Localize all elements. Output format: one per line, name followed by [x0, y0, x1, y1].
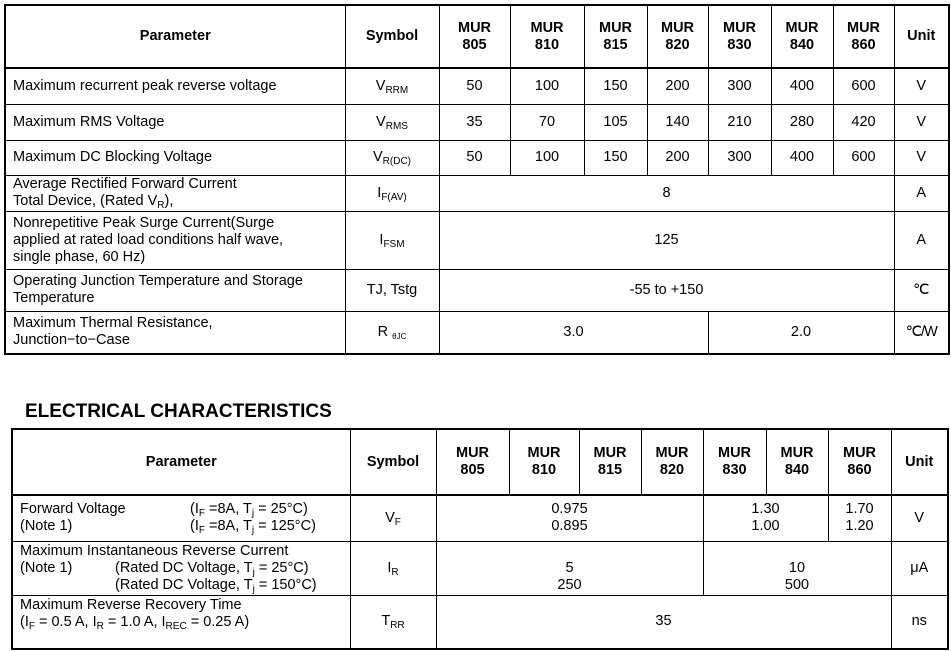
header-model: MUR 840: [765, 428, 829, 496]
unit-cell: A: [893, 174, 950, 212]
row-surge-current: Nonrepetitive Peak Surge Current(Surge ap…: [4, 210, 950, 270]
rating-row: Maximum DC Blocking Voltage VR(DC) 50 100 1…: [4, 139, 950, 176]
value-cell: 300: [707, 67, 772, 105]
header-symbol: Symbol: [349, 428, 437, 496]
value-cell: 200: [646, 67, 709, 105]
parameter-cell: Maximum Thermal Resistance, Junction−to−C…: [4, 310, 346, 355]
header-model: MUR 805: [438, 4, 511, 69]
unit-cell: A: [893, 210, 950, 270]
symbol-cell: TRR: [349, 594, 437, 650]
value-cell: 400: [770, 67, 834, 105]
rating-row: Maximum RMS Voltage VRMS 35 70 105 140 210 280…: [4, 103, 950, 141]
value-cell: 3.0: [438, 310, 709, 355]
symbol-cell: VF: [349, 494, 437, 542]
value-cell: 280: [770, 103, 834, 141]
unit-cell: V: [893, 139, 950, 176]
header-model: MUR 860: [832, 4, 895, 69]
value-cell: 150: [583, 139, 648, 176]
parameter-cell: Operating Junction Temperature and Stora…: [4, 268, 346, 312]
value-cell: 50: [438, 139, 511, 176]
value-cell: 10 500: [702, 540, 892, 596]
header-model: MUR 810: [509, 4, 585, 69]
header-model: MUR 830: [702, 428, 767, 496]
value-cell: 2.0: [707, 310, 895, 355]
row-average-current: Average Rectified Forward Current Total D…: [4, 174, 950, 212]
value-cell: 70: [509, 103, 585, 141]
value-cell: 35: [438, 103, 511, 141]
value-cell: 35: [435, 594, 892, 650]
value-cell: 300: [707, 139, 772, 176]
symbol-cell: VRRM: [344, 67, 440, 105]
symbol-cell: TJ, Tstg: [344, 268, 440, 312]
value-cell: 5 250: [435, 540, 704, 596]
parameter-cell: Maximum RMS Voltage: [4, 103, 346, 141]
row-reverse-current: Maximum Instantaneous Reverse Current (N…: [11, 540, 949, 596]
symbol-cell: VR(DC): [344, 139, 440, 176]
header-model: MUR 805: [435, 428, 510, 496]
value-cell: 105: [583, 103, 648, 141]
unit-cell: V: [893, 67, 950, 105]
section-title: ELECTRICAL CHARACTERISTICS: [25, 401, 332, 422]
value-cell: 140: [646, 103, 709, 141]
value-cell: -55 to +150: [438, 268, 895, 312]
symbol-cell: VRMS: [344, 103, 440, 141]
header-model: MUR 815: [583, 4, 648, 69]
header-parameter: Parameter: [11, 428, 351, 496]
parameter-cell: Maximum recurrent peak reverse voltage: [4, 67, 346, 105]
parameter-cell: Maximum Instantaneous Reverse Current (N…: [11, 540, 351, 596]
unit-cell: μA: [890, 540, 949, 596]
value-cell: 400: [770, 139, 834, 176]
value-cell: 1.30 1.00: [702, 494, 829, 542]
row-reverse-recovery: Maximum Reverse Recovery Time (IF = 0.5 …: [11, 594, 949, 650]
value-cell: 600: [832, 139, 895, 176]
value-cell: 8: [438, 174, 895, 212]
unit-cell: ℃: [893, 268, 950, 312]
header-model: MUR 830: [707, 4, 772, 69]
header-model: MUR 820: [640, 428, 704, 496]
header-model: MUR 810: [508, 428, 580, 496]
value-cell: 100: [509, 67, 585, 105]
value-cell: 600: [832, 67, 895, 105]
value-cell: 150: [583, 67, 648, 105]
value-cell: 200: [646, 139, 709, 176]
parameter-cell: Average Rectified Forward Current Total D…: [4, 174, 346, 212]
unit-cell: ℃/W: [893, 310, 950, 355]
row-thermal-resistance: Maximum Thermal Resistance, Junction−to−C…: [4, 310, 950, 355]
value-cell: 420: [832, 103, 895, 141]
symbol-cell: IF(AV): [344, 174, 440, 212]
rating-row: Maximum recurrent peak reverse voltage V…: [4, 67, 950, 105]
value-cell: 0.975 0.895: [435, 494, 704, 542]
header-unit: Unit: [893, 4, 950, 69]
parameter-cell: Maximum Reverse Recovery Time (IF = 0.5 …: [11, 594, 351, 650]
value-cell: 125: [438, 210, 895, 270]
value-cell: 50: [438, 67, 511, 105]
unit-cell: V: [890, 494, 949, 542]
header-row: Parameter Symbol MUR 805 MUR 810 MUR 815 MU…: [4, 4, 950, 69]
header-row: Parameter Symbol MUR 805 MUR 810 MUR 815 MU…: [11, 428, 949, 496]
symbol-cell: IFSM: [344, 210, 440, 270]
symbol-cell: IR: [349, 540, 437, 596]
row-forward-voltage: Forward Voltage (IF =8A, Tj = 25°C) (Note…: [11, 494, 949, 542]
parameter-cell: Maximum DC Blocking Voltage: [4, 139, 346, 176]
header-model: MUR 820: [646, 4, 709, 69]
header-model: MUR 860: [827, 428, 892, 496]
value-cell: 1.70 1.20: [827, 494, 892, 542]
parameter-cell: Forward Voltage (IF =8A, Tj = 25°C) (Note…: [11, 494, 351, 542]
value-cell: 210: [707, 103, 772, 141]
header-symbol: Symbol: [344, 4, 440, 69]
row-temperature: Operating Junction Temperature and Stora…: [4, 268, 950, 312]
electrical-characteristics-table: Parameter Symbol MUR 805 MUR 810 MUR 815 MU…: [11, 428, 949, 650]
header-model: MUR 815: [578, 428, 642, 496]
parameter-cell: Nonrepetitive Peak Surge Current(Surge ap…: [4, 210, 346, 270]
value-cell: 100: [509, 139, 585, 176]
symbol-cell: R θJC: [344, 310, 440, 355]
maximum-ratings-table: Parameter Symbol MUR 805 MUR 810 MUR 815 MU…: [4, 4, 950, 355]
unit-cell: ns: [890, 594, 949, 650]
unit-cell: V: [893, 103, 950, 141]
header-unit: Unit: [890, 428, 949, 496]
header-parameter: Parameter: [4, 4, 346, 69]
header-model: MUR 840: [770, 4, 834, 69]
